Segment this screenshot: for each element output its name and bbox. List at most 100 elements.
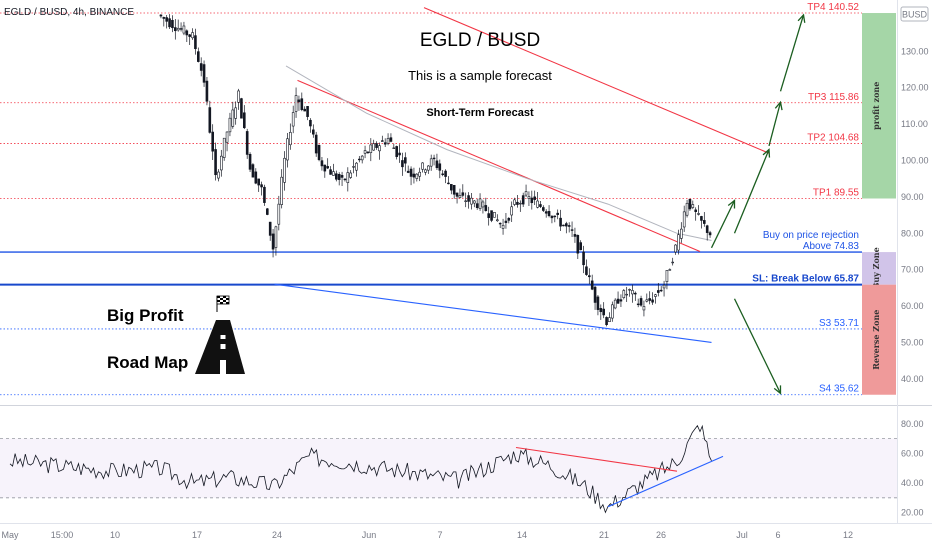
- candle-body: [447, 182, 450, 185]
- rsi-trendline-1[interactable]: [607, 455, 724, 508]
- candle-body: [369, 144, 373, 154]
- price-tick-7: 110.00: [901, 119, 928, 129]
- candle-body: [317, 144, 321, 161]
- candle-body: [392, 147, 396, 149]
- level-label-1: TP3 115.86: [808, 92, 859, 103]
- candle-body: [283, 157, 286, 183]
- candle-body: [424, 169, 427, 173]
- currency-badge[interactable]: BUSD: [900, 6, 929, 22]
- candle-body: [671, 261, 674, 264]
- candle-body: [639, 298, 643, 306]
- time-tick-0: May: [1, 530, 19, 540]
- candle-body: [659, 289, 663, 292]
- candle-body: [685, 202, 689, 216]
- level-label-5: SL: Break Below 65.87: [752, 274, 859, 285]
- candle-body: [326, 166, 329, 169]
- candle-body: [559, 217, 562, 227]
- candle-body: [697, 213, 700, 215]
- candle-body: [444, 170, 447, 177]
- candle-body: [346, 172, 350, 183]
- trendline-0[interactable]: [297, 79, 701, 252]
- candle-body: [225, 131, 229, 143]
- candle-body: [303, 108, 306, 112]
- candle-body: [217, 171, 220, 179]
- trendline-2[interactable]: [274, 283, 712, 343]
- candle-body: [389, 137, 393, 142]
- candle-body: [231, 109, 235, 127]
- candle-body: [593, 286, 597, 303]
- candle-body: [602, 308, 605, 316]
- candle-body: [450, 184, 453, 191]
- candle-body: [473, 200, 476, 204]
- candle-body: [220, 155, 223, 171]
- symbol-label[interactable]: EGLD / BUSD, 4h, BINANCE: [4, 7, 134, 18]
- candle-body: [680, 228, 683, 239]
- time-tick-4: 24: [272, 530, 282, 540]
- candle-body: [590, 280, 594, 290]
- candle-body: [682, 211, 686, 228]
- candle-body: [401, 160, 404, 168]
- forecast-arrow-3[interactable]: [779, 14, 805, 92]
- forecast-arrow-2[interactable]: [768, 102, 782, 147]
- candle-body: [524, 191, 528, 196]
- candle-body: [657, 290, 660, 293]
- forecast-arrowhead-1: [762, 148, 771, 158]
- forecast-arrow-0[interactable]: [710, 200, 736, 249]
- candle-body: [513, 199, 516, 205]
- candle-body: [418, 171, 421, 177]
- candle-body: [277, 203, 281, 225]
- candle-body: [708, 232, 712, 236]
- time-tick-6: 7: [437, 530, 442, 540]
- level-label-2: TP2 104.68: [807, 132, 859, 143]
- overlay-line-1: Big Profit: [107, 306, 184, 325]
- candle-body: [271, 233, 275, 250]
- candle-body: [174, 27, 177, 32]
- zone-band-2: [862, 284, 896, 395]
- time-tick-5: Jun: [362, 530, 377, 540]
- rsi-band: [0, 438, 897, 498]
- candle-body: [251, 164, 255, 178]
- candle-body: [429, 158, 433, 167]
- forecast-arrow-1[interactable]: [733, 149, 770, 234]
- candle-body: [214, 149, 217, 176]
- candle-body: [381, 140, 384, 142]
- candle-body: [573, 234, 577, 237]
- forecast-arrow-4[interactable]: [733, 298, 782, 394]
- candle-body: [631, 290, 634, 295]
- price-tick-5: 90.00: [901, 192, 924, 202]
- candle-body: [619, 299, 623, 302]
- candle-body: [427, 165, 430, 171]
- candle-body: [243, 112, 246, 129]
- level-label-0: TP4 140.52: [807, 2, 859, 13]
- moving-average-line: [285, 65, 712, 241]
- candle-body: [291, 112, 295, 127]
- candle-body: [228, 117, 232, 133]
- candle-body: [352, 166, 355, 168]
- candle-body: [162, 17, 166, 19]
- price-tick-6: 100.00: [901, 155, 929, 165]
- candle-body: [487, 213, 490, 218]
- candle-body: [329, 169, 332, 175]
- candle-body: [642, 306, 646, 311]
- trendline-1[interactable]: [423, 7, 770, 154]
- candle-body: [375, 143, 378, 148]
- candle-body: [467, 195, 470, 202]
- candle-body: [478, 198, 482, 209]
- rsi-trendline-0[interactable]: [515, 446, 678, 472]
- candle-body: [300, 98, 304, 110]
- candle-body: [237, 90, 240, 103]
- candle-body: [415, 173, 419, 179]
- candle-body: [530, 197, 534, 204]
- candle-body: [182, 25, 186, 34]
- candle-body: [432, 157, 436, 160]
- candle-body: [194, 35, 197, 50]
- candle-body: [349, 172, 352, 178]
- candle-body: [498, 222, 502, 225]
- time-tick-10: Jul: [736, 530, 748, 540]
- price-tick-1: 50.00: [901, 337, 924, 347]
- candle-body: [386, 138, 390, 144]
- candle-body: [306, 106, 309, 117]
- candle-body: [703, 220, 706, 224]
